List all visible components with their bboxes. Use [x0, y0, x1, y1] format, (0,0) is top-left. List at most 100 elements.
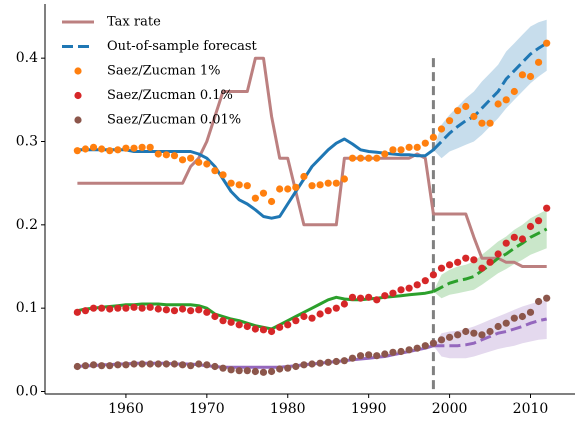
point: [437, 125, 446, 133]
point: [211, 362, 219, 371]
point: [518, 71, 527, 79]
line: [77, 290, 434, 331]
point: [445, 333, 454, 341]
point: [437, 264, 446, 272]
point: [81, 145, 90, 153]
point: [308, 314, 316, 322]
point: [324, 358, 332, 366]
point: [122, 304, 130, 312]
point: [187, 307, 195, 315]
x-tick-label: 2000: [432, 401, 468, 417]
point: [526, 222, 535, 231]
point: [243, 367, 251, 375]
point: [98, 304, 106, 312]
point: [324, 179, 332, 187]
point: [154, 305, 162, 313]
x-tick-label: 1990: [351, 401, 387, 417]
point: [162, 360, 170, 368]
point: [300, 361, 308, 369]
point: [470, 112, 478, 121]
legend-marker: [74, 67, 82, 75]
point: [259, 326, 268, 334]
point: [203, 160, 211, 168]
point: [316, 310, 324, 318]
point: [340, 175, 348, 183]
point: [389, 146, 397, 154]
point: [324, 307, 332, 315]
point: [187, 154, 195, 162]
point: [138, 304, 146, 312]
point: [413, 281, 421, 289]
point: [543, 39, 551, 47]
y-tick-label: 0.1: [16, 300, 38, 316]
point: [73, 147, 81, 155]
point: [421, 139, 429, 147]
x-tick-label: 2010: [513, 401, 549, 417]
point: [413, 344, 421, 352]
point: [486, 258, 494, 266]
point: [365, 154, 373, 162]
point: [259, 189, 268, 197]
point: [348, 293, 357, 301]
point: [195, 360, 203, 368]
point: [227, 179, 235, 187]
point: [478, 264, 486, 272]
point: [308, 360, 316, 368]
point: [478, 331, 486, 339]
point: [292, 183, 300, 191]
legend-marker: [74, 116, 82, 124]
point: [251, 325, 259, 333]
point: [146, 303, 154, 311]
point: [308, 182, 316, 190]
point: [170, 360, 179, 368]
x-tick-label: 1970: [189, 401, 225, 417]
point: [510, 87, 518, 96]
point: [494, 250, 502, 258]
point: [114, 146, 122, 154]
point: [526, 72, 535, 81]
point: [462, 102, 470, 111]
point: [502, 319, 510, 327]
point: [486, 119, 494, 127]
point: [405, 346, 413, 354]
point: [122, 144, 130, 152]
point: [389, 289, 397, 297]
point: [170, 307, 179, 315]
point: [454, 258, 462, 266]
point: [251, 367, 259, 376]
y-tick-label: 0.0: [16, 384, 38, 400]
point: [381, 292, 389, 300]
point: [138, 143, 146, 151]
point: [195, 306, 203, 314]
point: [543, 294, 551, 302]
point: [389, 348, 397, 356]
point: [178, 361, 187, 369]
point: [437, 336, 446, 344]
point: [178, 305, 187, 313]
point: [332, 357, 340, 366]
point: [219, 317, 227, 325]
point: [356, 154, 365, 162]
point: [470, 256, 478, 264]
point: [178, 156, 187, 164]
point: [486, 327, 494, 336]
point: [526, 308, 535, 316]
y-tick-label: 0.3: [16, 134, 38, 150]
point: [510, 314, 518, 322]
point: [267, 327, 276, 336]
x-tick-label: 1960: [108, 401, 144, 417]
y-tick-label: 0.2: [16, 217, 38, 233]
point: [267, 197, 276, 206]
point: [373, 154, 381, 162]
point: [154, 360, 162, 368]
point: [114, 304, 122, 312]
legend: Tax rate Out-of-sample forecast Saez/Zucma…: [62, 15, 258, 128]
point: [300, 312, 308, 321]
point: [259, 368, 268, 376]
point: [284, 185, 292, 193]
point: [348, 154, 357, 162]
point: [284, 364, 292, 372]
point: [219, 171, 227, 179]
point: [373, 296, 381, 304]
point: [510, 233, 518, 241]
